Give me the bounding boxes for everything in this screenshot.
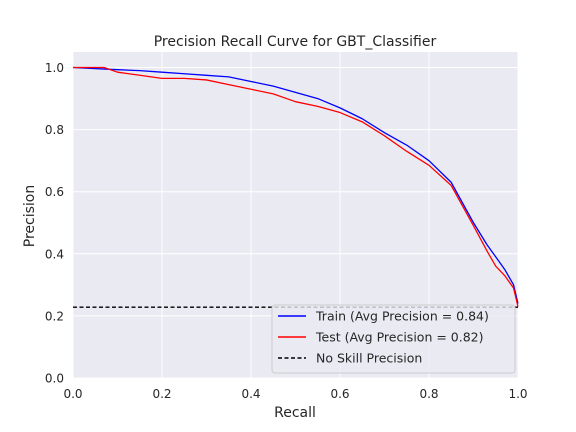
x-tick-label: 1.0 [508,387,527,401]
y-tick-label: 1.0 [45,61,64,75]
legend-train-label: Train (Avg Precision = 0.84) [315,309,489,324]
y-axis-label: Precision [22,185,38,247]
x-tick-label: 0.4 [241,387,260,401]
x-axis-label: Recall [274,405,316,421]
y-tick-label: 0.4 [45,247,64,261]
y-tick-label: 0.8 [45,123,64,137]
legend: Train (Avg Precision = 0.84) Test (Avg P… [271,304,516,374]
x-tick-label: 0.8 [419,387,438,401]
y-tick-label: 0.2 [45,309,64,323]
x-tick-label: 0.2 [152,387,171,401]
y-tick-label: 0.0 [45,372,64,386]
legend-noskill-label: No Skill Precision [316,351,422,366]
legend-test-label: Test (Avg Precision = 0.82) [315,330,484,345]
legend-box [271,304,516,374]
test-curve [73,66,519,307]
x-tick-label: 0.0 [63,387,82,401]
x-tick-labels: 0.0 0.2 0.4 0.6 0.8 1.0 [63,387,527,401]
chart-title: Precision Recall Curve for GBT_Classifie… [154,34,437,50]
y-tick-label: 0.6 [45,185,64,199]
train-curve [72,66,519,304]
grid-lines [72,52,519,379]
x-tick-label: 0.6 [330,387,349,401]
y-tick-labels: 0.0 0.2 0.4 0.6 0.8 1.0 [45,61,64,385]
